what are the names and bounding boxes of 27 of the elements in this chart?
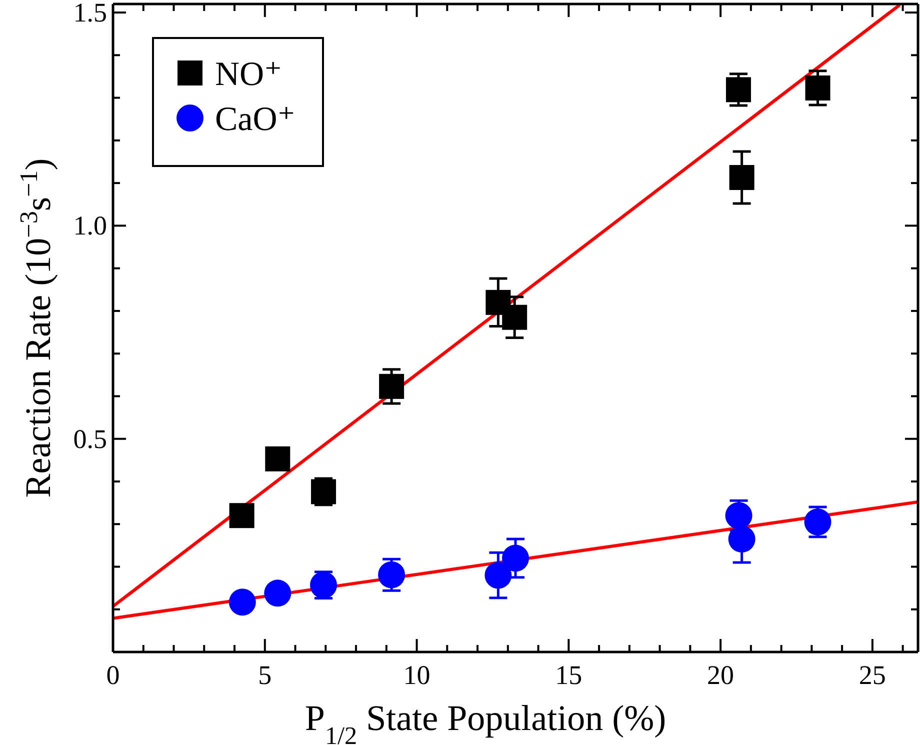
y-tick-label: 1.5: [73, 0, 107, 28]
point: [484, 562, 512, 589]
point: [264, 580, 292, 607]
point: [378, 561, 406, 588]
x-tick-label: 5: [258, 660, 272, 690]
point: [725, 502, 752, 530]
point: [728, 526, 756, 553]
point: [229, 503, 254, 528]
point: [729, 165, 754, 190]
point: [502, 304, 528, 330]
legend-label: CaO⁺: [215, 101, 296, 138]
legend-label: NO⁺: [215, 56, 282, 93]
x-tick-label: 20: [707, 660, 734, 690]
x-tick-label: 0: [106, 660, 120, 690]
point: [805, 75, 830, 100]
point: [804, 508, 832, 536]
x-tick-label: 10: [403, 660, 430, 690]
y-tick-label: 1.0: [73, 210, 107, 241]
x-tick-label: 25: [858, 660, 886, 690]
y-tick-label: 0.5: [73, 424, 107, 454]
x-axis-title: P$_{1/2}$ State Population (%): [304, 698, 666, 745]
point: [265, 446, 290, 472]
point: [379, 374, 404, 399]
point: [228, 588, 256, 616]
point: [502, 544, 529, 572]
x-tick-label: 15: [555, 660, 582, 690]
point: [726, 77, 751, 102]
